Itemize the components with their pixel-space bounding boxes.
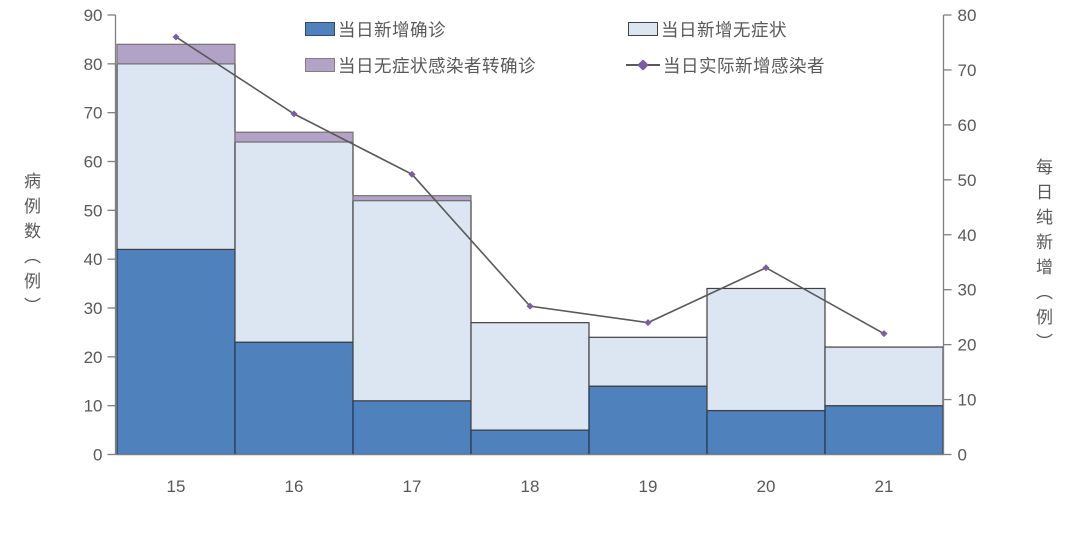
line-marker bbox=[172, 33, 180, 41]
bar-segment bbox=[706, 287, 826, 412]
left-axis-tick-label: 20 bbox=[84, 348, 103, 367]
right-axis-tick-label: 30 bbox=[958, 281, 977, 300]
bar-segment bbox=[116, 63, 236, 250]
x-axis-tick-label: 21 bbox=[875, 477, 894, 496]
left-axis-tick-label: 80 bbox=[84, 55, 103, 74]
left-axis-tick-label: 70 bbox=[84, 104, 103, 123]
line-marker bbox=[526, 302, 534, 310]
right-axis-tick-label: 0 bbox=[958, 446, 967, 465]
left-axis-tick-label: 50 bbox=[84, 201, 103, 220]
bar-segment bbox=[352, 199, 472, 402]
legend-label-confirmed: 当日新增确诊 bbox=[338, 19, 446, 40]
line-marker bbox=[644, 319, 652, 327]
confirmed-swatch-icon bbox=[305, 22, 335, 36]
asymptomatic-swatch-icon bbox=[628, 22, 658, 36]
x-axis-tick-label: 15 bbox=[167, 477, 186, 496]
converted-swatch-icon bbox=[305, 58, 335, 72]
bar-segment bbox=[234, 341, 354, 456]
bar-segment bbox=[824, 405, 944, 456]
right-axis-tick-label: 50 bbox=[958, 171, 977, 190]
legend-item-actual-line: 当日实际新增感染者 bbox=[626, 55, 825, 76]
x-axis-tick-label: 16 bbox=[285, 477, 304, 496]
bar-segment bbox=[588, 385, 708, 456]
line-marker bbox=[880, 330, 888, 338]
line-marker bbox=[762, 264, 770, 272]
left-axis-tick-label: 30 bbox=[84, 299, 103, 318]
x-axis-tick-label: 17 bbox=[403, 477, 422, 496]
right-axis-tick-label: 40 bbox=[958, 226, 977, 245]
legend-label-actual-line: 当日实际新增感染者 bbox=[663, 55, 825, 76]
x-axis-tick-label: 20 bbox=[757, 477, 776, 496]
legend-item-confirmed: 当日新增确诊 bbox=[305, 19, 446, 40]
right-axis-tick-label: 60 bbox=[958, 116, 977, 135]
bar-segment bbox=[588, 336, 708, 387]
bars-group bbox=[116, 43, 944, 456]
bar-segment bbox=[470, 322, 590, 431]
bar-segment bbox=[234, 131, 354, 143]
axes-group: 0 10 20 30 40 50 60 70 80 90 0 10 20 30 40 50 60 70 80 15 16… bbox=[84, 6, 977, 496]
bar-segment bbox=[706, 409, 826, 456]
x-axis-tick-label: 18 bbox=[521, 477, 540, 496]
right-axis-tick-label: 10 bbox=[958, 391, 977, 410]
bar-segment bbox=[234, 141, 354, 343]
right-axis-tick-label: 80 bbox=[958, 6, 977, 25]
left-axis-tick-label: 10 bbox=[84, 397, 103, 416]
left-axis-tick-label: 0 bbox=[93, 446, 102, 465]
legend-label-converted: 当日无症状感染者转确诊 bbox=[338, 55, 536, 76]
legend-item-asymptomatic: 当日新增无症状 bbox=[628, 19, 787, 40]
right-axis-tick-label: 20 bbox=[958, 336, 977, 355]
right-axis-title: 每日纯新增（例） bbox=[1033, 158, 1052, 358]
left-axis-tick-label: 60 bbox=[84, 153, 103, 172]
bar-segment bbox=[352, 400, 472, 456]
left-axis-title: 病例数（例） bbox=[21, 172, 40, 322]
line-marker bbox=[408, 170, 416, 178]
bar-segment bbox=[352, 195, 472, 202]
left-axis-tick-label: 90 bbox=[84, 6, 103, 25]
legend-item-converted: 当日无症状感染者转确诊 bbox=[305, 55, 536, 76]
bar-segment bbox=[470, 429, 590, 456]
left-axis-tick-label: 40 bbox=[84, 250, 103, 269]
legend-label-asymptomatic: 当日新增无症状 bbox=[661, 19, 787, 40]
bar-segment bbox=[116, 43, 236, 65]
line-series-group bbox=[172, 33, 888, 338]
line-marker bbox=[290, 110, 298, 118]
bar-segment bbox=[116, 248, 236, 456]
bar-segment bbox=[824, 346, 944, 407]
line-marker-sample-icon bbox=[626, 57, 660, 73]
right-axis-tick-label: 70 bbox=[958, 61, 977, 80]
x-axis-tick-label: 19 bbox=[639, 477, 658, 496]
